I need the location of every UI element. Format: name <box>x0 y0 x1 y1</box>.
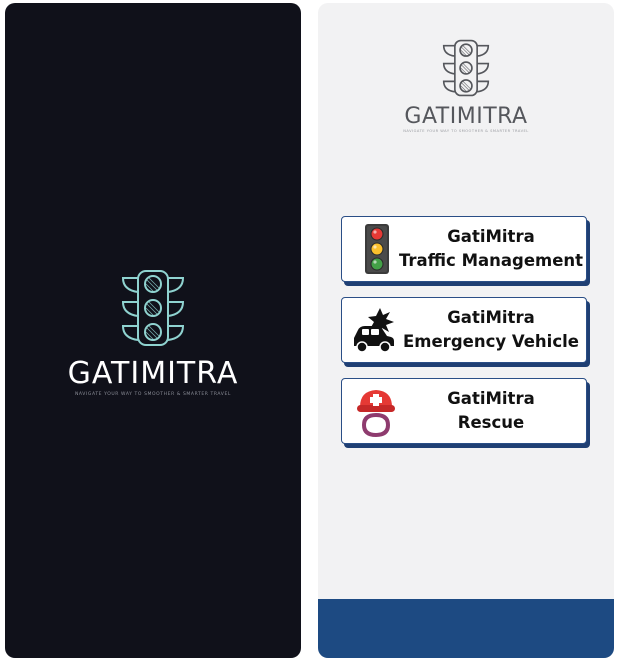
splash-brand-title: GATIMITRA <box>67 356 239 391</box>
traffic-light-icon <box>442 39 490 97</box>
emergency-vehicle-button[interactable]: GatiMitra Emergency Vehicle <box>341 297 587 363</box>
traffic-signal-icon <box>354 223 398 275</box>
option-line1: GatiMitra <box>447 227 535 246</box>
splash-screen: GATIMITRA NAVIGATE YOUR WAY TO SMOOTHER … <box>5 3 301 658</box>
menu-screen: GATIMITRA NAVIGATE YOUR WAY TO SMOOTHER … <box>318 3 614 658</box>
rescue-button[interactable]: GatiMitra Rescue <box>341 378 587 444</box>
splash-logo: GATIMITRA NAVIGATE YOUR WAY TO SMOOTHER … <box>5 268 301 397</box>
rescue-worker-icon <box>354 385 398 438</box>
car-crash-icon <box>350 304 394 356</box>
menu-tagline: NAVIGATE YOUR WAY TO SMOOTHER & SMARTER … <box>403 129 529 133</box>
traffic-management-label: GatiMitra Traffic Management <box>398 217 584 281</box>
menu-brand-title: GATIMITRA <box>404 104 528 129</box>
option-line2: Traffic Management <box>398 251 584 270</box>
traffic-management-button[interactable]: GatiMitra Traffic Management <box>341 216 587 282</box>
menu-footer-bar <box>318 599 614 658</box>
menu-logo: GATIMITRA NAVIGATE YOUR WAY TO SMOOTHER … <box>318 38 614 133</box>
traffic-light-icon <box>121 270 185 346</box>
option-line2: Rescue <box>457 413 525 432</box>
option-line2: Emergency Vehicle <box>403 332 579 351</box>
rescue-label: GatiMitra Rescue <box>398 379 584 443</box>
option-line1: GatiMitra <box>447 308 535 327</box>
option-line1: GatiMitra <box>447 389 535 408</box>
splash-tagline: NAVIGATE YOUR WAY TO SMOOTHER & SMARTER … <box>74 392 232 397</box>
emergency-vehicle-label: GatiMitra Emergency Vehicle <box>398 298 584 362</box>
